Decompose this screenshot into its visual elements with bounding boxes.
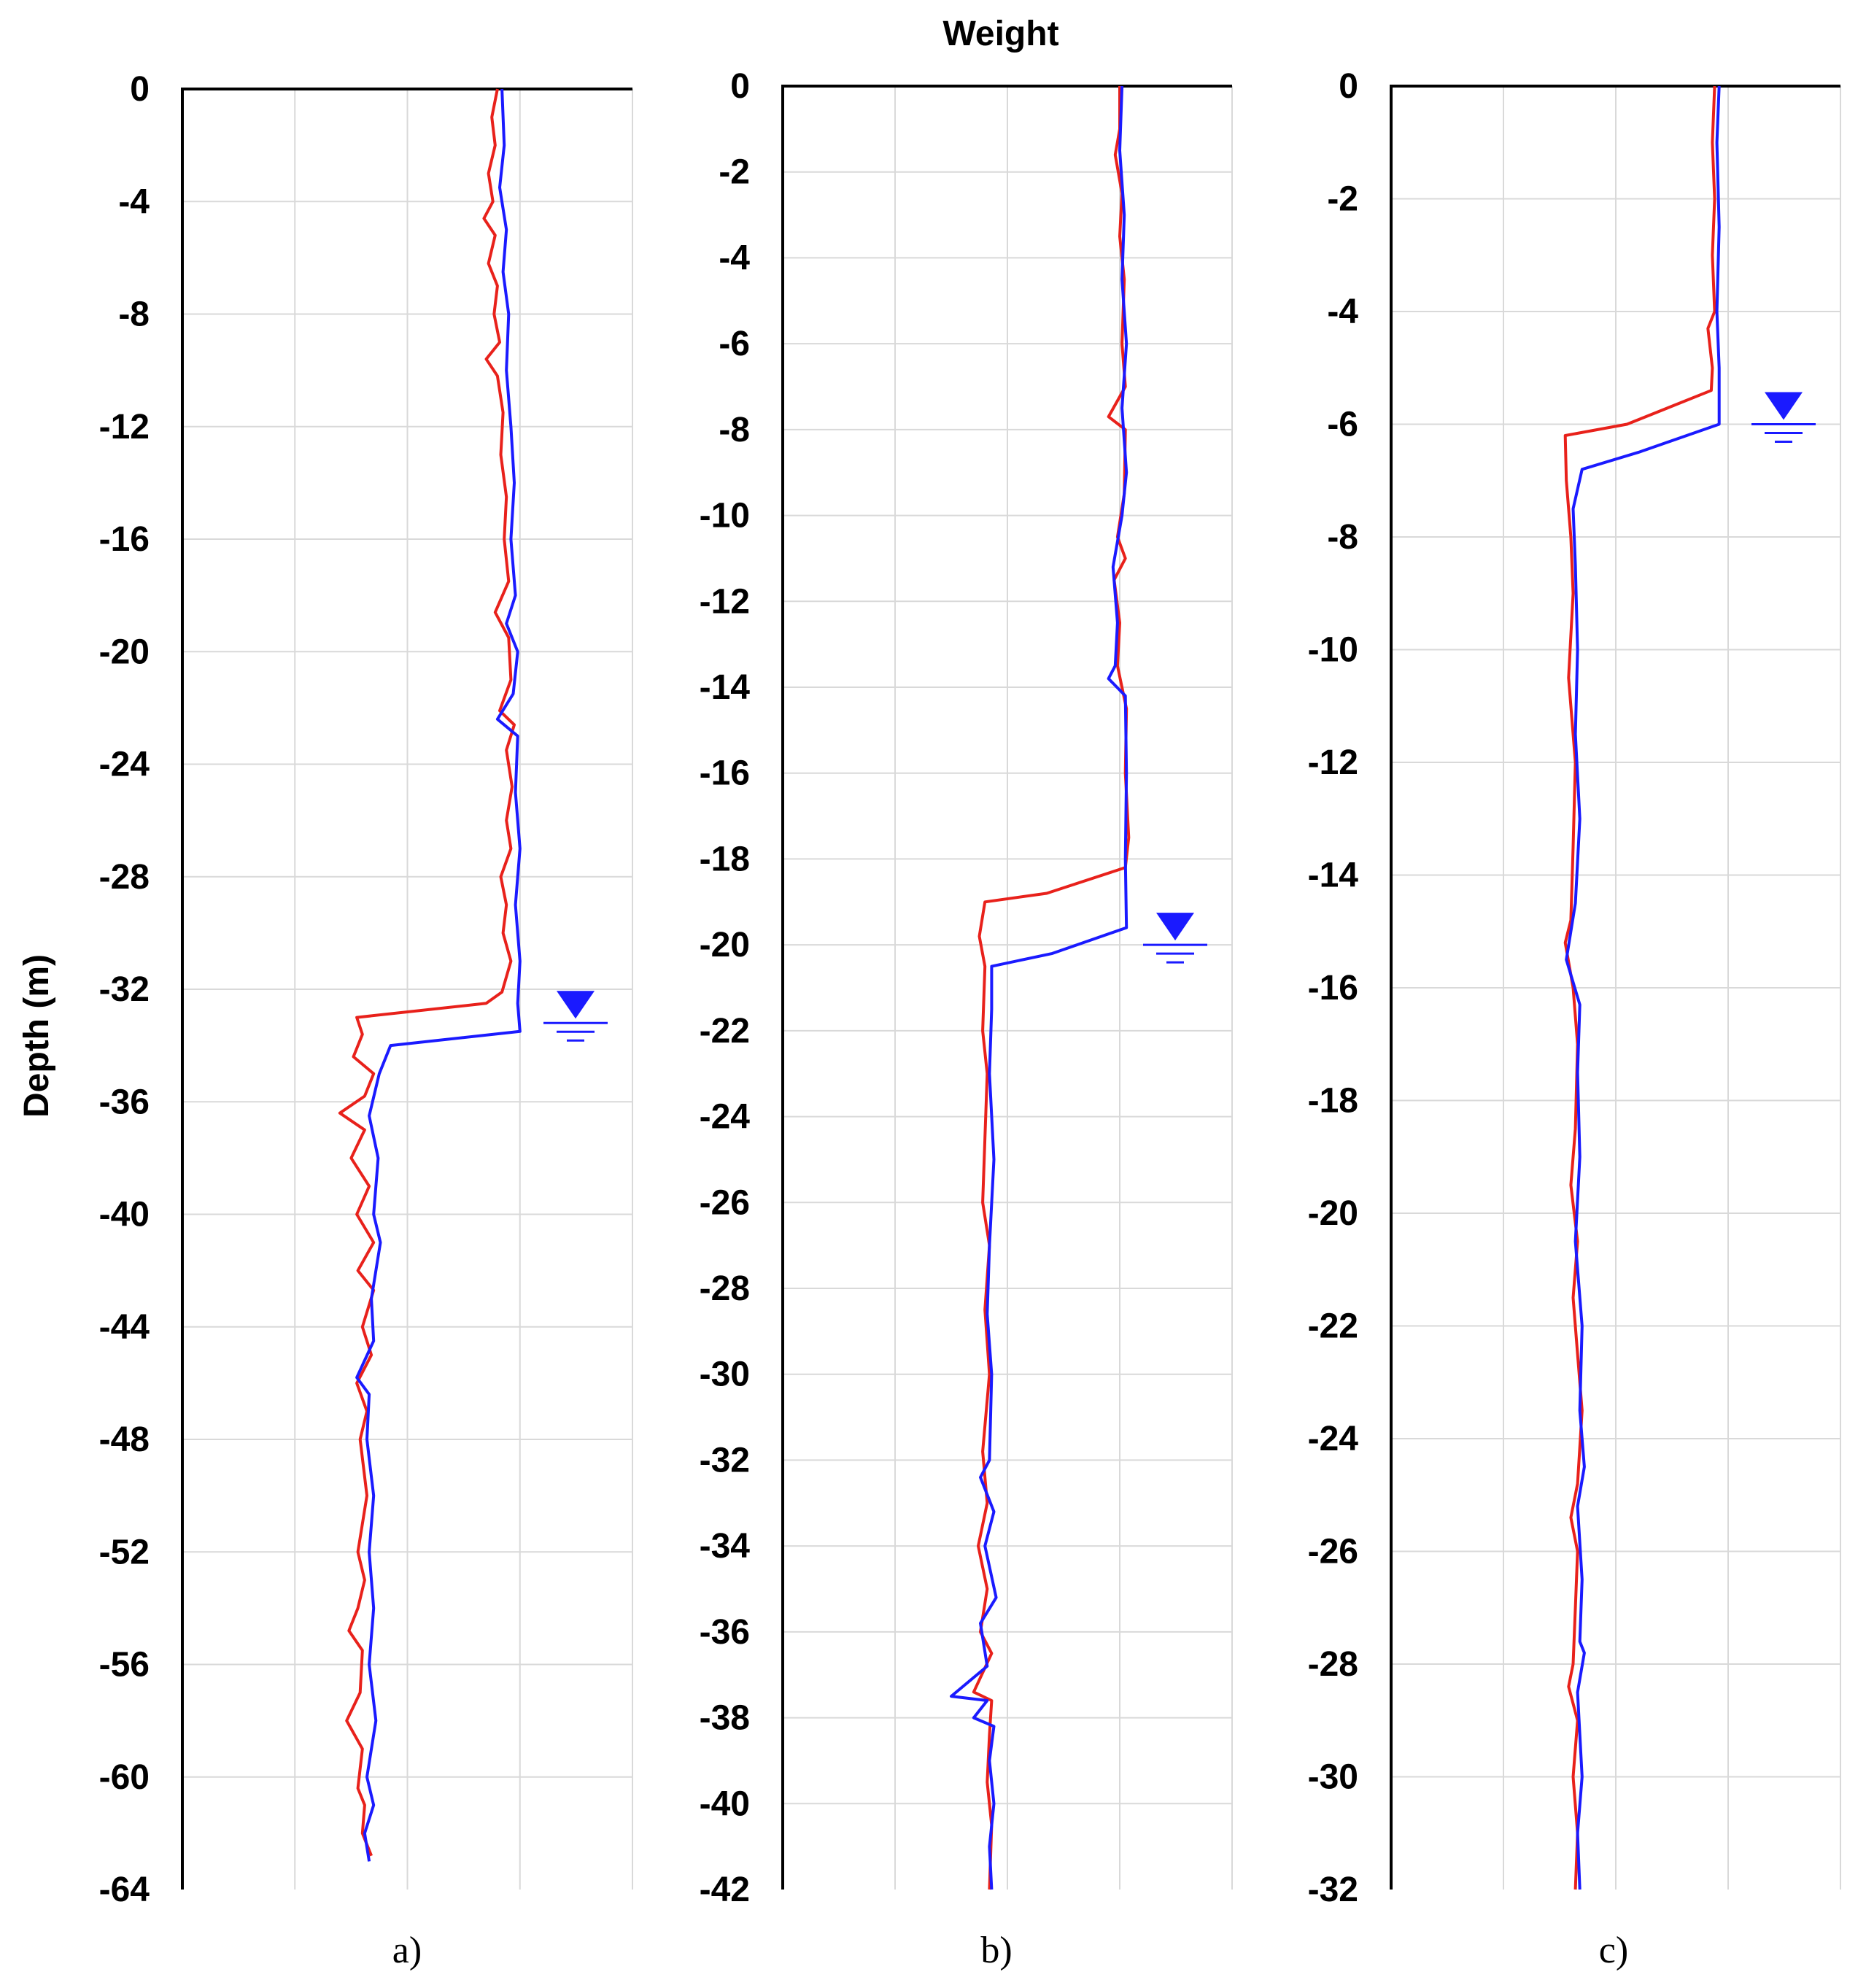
chart-panel-1: 0 -4 -8 -12 -16 -20 -24 -28 -32 -36 -40 -44 -48 -52 -5… <box>99 70 633 1971</box>
y-tick-label: -28 <box>700 1269 750 1308</box>
y-tick-label: -16 <box>700 754 750 793</box>
y-tick-label: -16 <box>1308 969 1358 1007</box>
y-tick-label: -4 <box>118 182 150 221</box>
y-tick-label: -20 <box>700 926 750 964</box>
chart-panels: 0-4-8-12-16-20-24-28-32-36-40-44-48-52-5… <box>99 67 1841 1971</box>
y-tick-label: -32 <box>99 970 150 1009</box>
y-tick-label: -2 <box>1327 180 1358 219</box>
series-line-red <box>338 88 516 1857</box>
series-line-blue <box>355 88 522 1862</box>
chart-panel-2: 0 -2 -4 -6 -8 -10 -12 -14 -16 -18 -20 -22 -24 -26 -28 -… <box>700 67 1233 1971</box>
y-tick-label: -12 <box>1308 743 1358 782</box>
y-tick-label: -36 <box>700 1613 750 1652</box>
y-tick-label: -18 <box>1308 1082 1358 1121</box>
y-tick-label: -14 <box>700 668 751 707</box>
y-tick-label: -10 <box>700 497 750 535</box>
y-tick-label: -32 <box>1308 1871 1358 1909</box>
series-line-red <box>972 86 1131 1890</box>
y-tick-label: -40 <box>700 1784 750 1823</box>
y-tick-label: -22 <box>1308 1307 1358 1346</box>
y-tick-label: -8 <box>118 295 150 334</box>
y-tick-label: -36 <box>99 1083 150 1121</box>
water-table-icon <box>543 991 608 1042</box>
y-tick-label: -26 <box>1308 1533 1358 1571</box>
y-tick-label: -2 <box>719 153 750 192</box>
y-tick-label: 0 <box>1339 67 1358 106</box>
y-tick-label: -4 <box>719 239 750 277</box>
y-tick-label: 0 <box>130 70 150 109</box>
y-tick-label: -30 <box>1308 1758 1358 1797</box>
y-tick-label: -60 <box>99 1758 150 1797</box>
water-table-triangle <box>557 991 595 1019</box>
water-table-icon <box>1143 913 1207 964</box>
y-tick-label: -14 <box>1308 856 1359 895</box>
y-tick-label: -16 <box>99 520 150 559</box>
series-line-blue <box>950 85 1128 1890</box>
panel-label: b) <box>980 1930 1012 1971</box>
y-axis-title: Depth (m) <box>18 954 56 1118</box>
y-tick-label: -10 <box>1308 631 1358 670</box>
y-tick-label: -42 <box>700 1871 750 1909</box>
y-tick-label: -28 <box>1308 1645 1358 1684</box>
y-tick-label: 0 <box>730 67 750 106</box>
y-tick-label: -56 <box>99 1646 150 1685</box>
water-table-icon <box>1751 392 1816 443</box>
y-tick-label: -38 <box>700 1699 750 1738</box>
y-tick-label: -24 <box>700 1098 751 1137</box>
y-tick-label: -24 <box>99 746 150 784</box>
y-tick-label: -22 <box>700 1012 750 1051</box>
y-tick-label: -34 <box>700 1527 751 1566</box>
y-tick-label: -28 <box>99 858 150 897</box>
series-line-blue <box>1565 85 1721 1890</box>
panel-label: a) <box>392 1930 422 1971</box>
y-tick-label: -44 <box>99 1308 150 1347</box>
water-table-triangle <box>1156 913 1194 941</box>
y-tick-label: -40 <box>99 1196 150 1234</box>
y-tick-label: -20 <box>1308 1194 1358 1233</box>
y-tick-label: -8 <box>1327 518 1358 557</box>
y-tick-label: -64 <box>99 1871 150 1909</box>
y-tick-label: -48 <box>99 1420 150 1459</box>
chart-panel-3: 0 -2 -4 -6 -8 -10 -12 -14 -16 -18 -20 -22 -24 -26 -28 -… <box>1308 67 1841 1971</box>
water-table-triangle <box>1765 392 1803 420</box>
y-tick-label: -24 <box>1308 1420 1359 1458</box>
y-tick-label: -4 <box>1327 293 1358 331</box>
y-tick-label: -30 <box>700 1355 750 1394</box>
y-tick-label: -8 <box>719 411 750 449</box>
y-tick-label: -6 <box>719 325 750 363</box>
y-tick-label: -32 <box>700 1441 750 1480</box>
y-tick-label: -18 <box>700 840 750 878</box>
y-tick-label: -12 <box>99 408 150 446</box>
panel-label: c) <box>1599 1930 1628 1971</box>
y-tick-label: -12 <box>700 582 750 621</box>
y-tick-label: -26 <box>700 1183 750 1222</box>
figure-title: Weight <box>942 15 1058 53</box>
y-tick-label: -20 <box>99 633 150 671</box>
y-tick-label: -52 <box>99 1533 150 1571</box>
y-tick-label: -6 <box>1327 406 1358 444</box>
